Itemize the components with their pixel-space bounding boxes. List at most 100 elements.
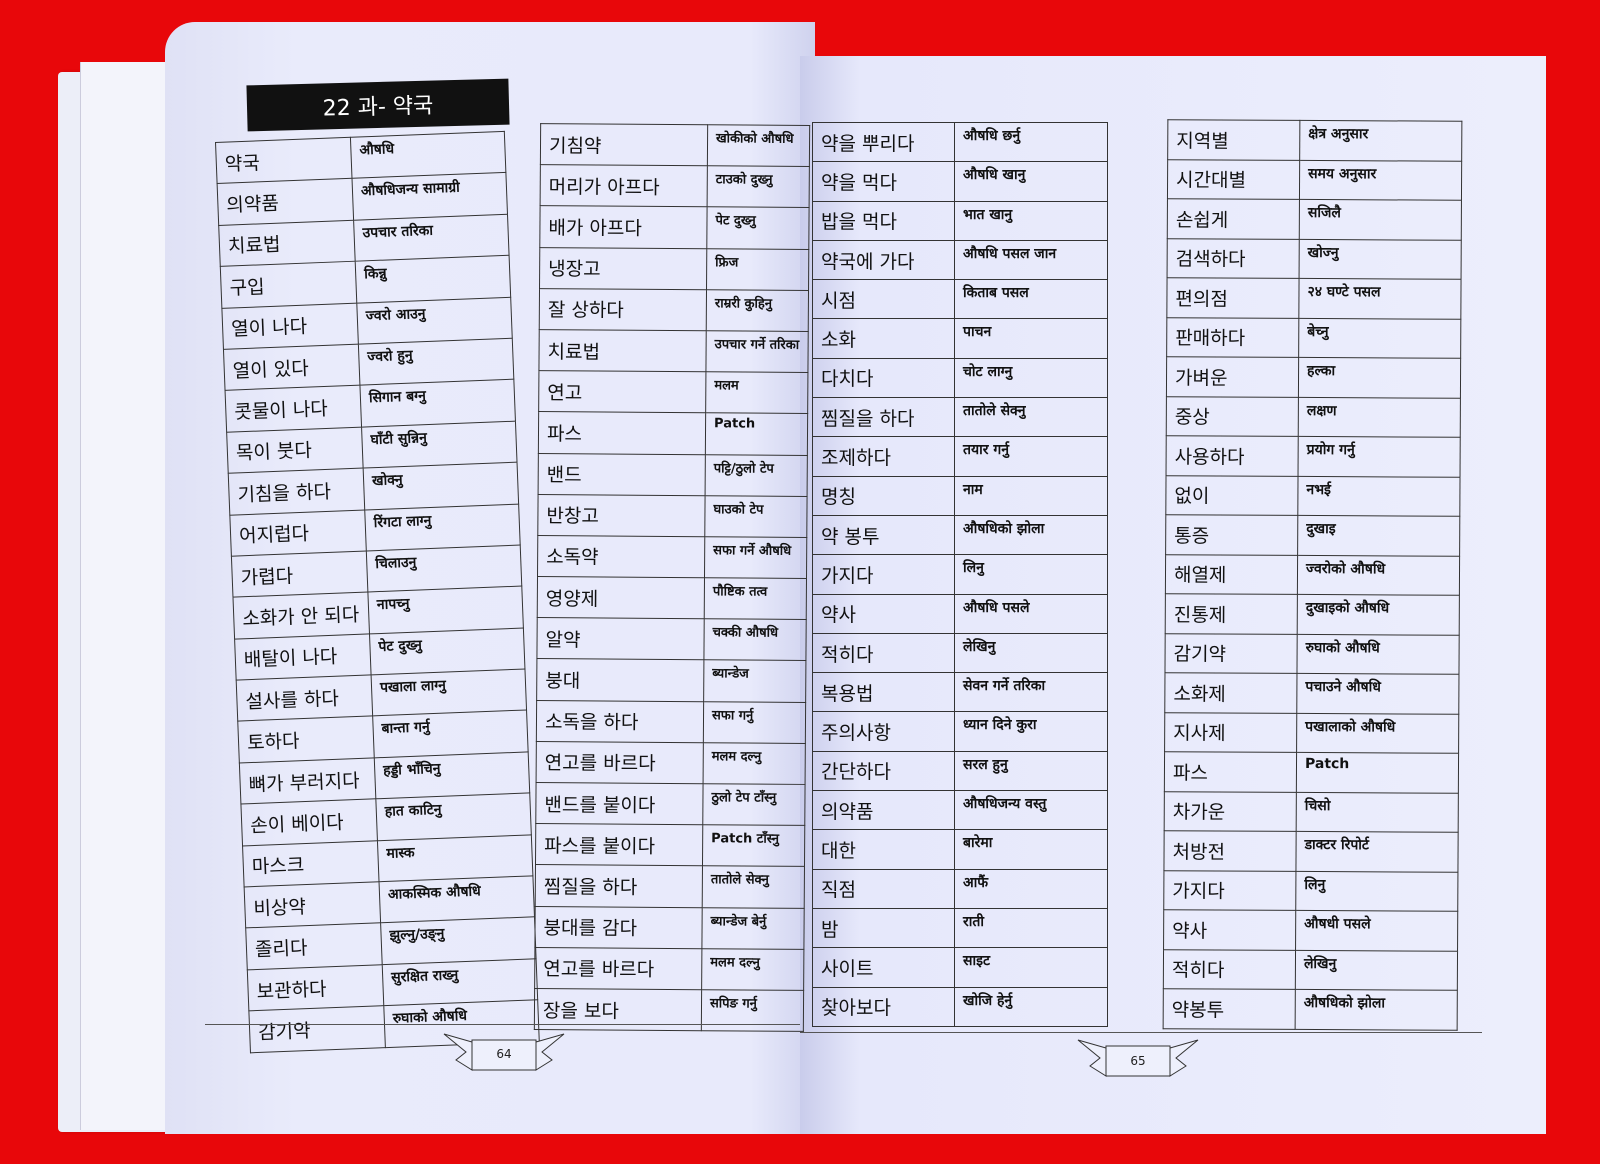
korean-word: 명칭 [812, 475, 955, 516]
nepali-meaning: लिनु [1295, 870, 1458, 912]
table-row: 약 봉투 औषधिको झोला [812, 514, 1108, 556]
nepali-meaning: बारेमा [954, 829, 1108, 870]
korean-word: 적히다 [1163, 949, 1296, 990]
korean-word: 연고를 바르다 [536, 741, 704, 784]
korean-word: 사용하다 [1166, 435, 1299, 476]
nepali-meaning: Patch टाँस्नु [702, 824, 805, 867]
nepali-meaning: सफा गर्ने औषधि [704, 536, 807, 579]
table-row: 찜질을 하다 तातोले सेक्नु [812, 397, 1108, 438]
table-row: 다치다 चोट लाग्नु [812, 357, 1108, 399]
korean-word: 파스 [538, 411, 706, 455]
nepali-meaning: सफा गर्नु [703, 701, 806, 744]
nepali-meaning: नाम [954, 475, 1108, 516]
korean-word: 손쉽게 [1167, 198, 1300, 239]
table-row: 연고를 바르다 मलम दल्नु [534, 947, 804, 991]
nepali-meaning: भात खानु [954, 200, 1108, 241]
korean-word: 간단하다 [812, 750, 955, 792]
nepali-meaning: डाक्टर रिपोर्ट [1295, 831, 1459, 872]
korean-word: 비상약 [244, 881, 381, 929]
table-row: 냉장고 फ्रिज [539, 247, 809, 291]
table-row: 직점 आफैं [812, 868, 1108, 909]
table-row: 붕대 ब्यान्डेज [536, 658, 806, 703]
korean-word: 시점 [812, 279, 955, 320]
nepali-meaning: समय अनुसार [1299, 159, 1462, 201]
table-row: 연고를 바르다 मलम दल्नु [536, 741, 806, 785]
table-row: 진통제 दुखाइको औषधि [1165, 593, 1460, 635]
nepali-meaning: झुल्नु/उङ्नु [380, 917, 537, 965]
table-row: 통증 दुखाइ [1165, 514, 1460, 556]
korean-word: 가지다 [812, 554, 955, 595]
table-row: 장을 보다 सपिङ गर्नु [534, 988, 804, 1032]
korean-word: 손이 베이다 [240, 799, 378, 846]
korean-word: 지사제 [1164, 712, 1297, 753]
nepali-meaning: रिंगटा लाग्नु [364, 503, 521, 551]
korean-word: 배가 아프다 [539, 205, 708, 249]
nepali-meaning: पाचन [954, 318, 1108, 359]
nepali-meaning: पेट दुख्नु [706, 207, 810, 250]
nepali-meaning: ज्वरो आउनु [356, 296, 513, 345]
korean-word: 기침을 하다 [228, 468, 365, 515]
korean-word: 약국 [215, 137, 353, 184]
nepali-meaning: क्षेत्र अनुसार [1299, 120, 1462, 161]
korean-word: 가렵다 [231, 550, 368, 598]
korean-word: 약국에 가다 [812, 239, 955, 281]
vocab-table-4: 지역별 क्षेत्र अनुसार 시간대별 समय अनुसार 손쉽게 सजिलै 검… [1163, 119, 1463, 1030]
table-row: 감기약 रुघाको औषधि [1164, 633, 1460, 675]
korean-word: 약을 먹다 [812, 161, 955, 202]
table-row: 간단하다 सरल हुनु [812, 750, 1108, 792]
table-row: 검색하다 खोज्नु [1167, 238, 1462, 280]
korean-word: 붕대를 감다 [534, 906, 703, 949]
korean-word: 소화 [812, 318, 955, 359]
korean-word: 조제하다 [812, 436, 955, 477]
nepali-meaning: सरल हुनु [954, 750, 1108, 792]
korean-word: 찜질을 하다 [812, 397, 955, 438]
nepali-meaning: ज्वरो हुनु [358, 338, 514, 386]
nepali-meaning: पट्टि/ठुलो टेप [705, 454, 808, 497]
nepali-meaning: सिगान बग्नु [359, 379, 516, 427]
nepali-meaning: चिलाउनु [366, 544, 522, 593]
nepali-meaning: Patch [705, 413, 808, 455]
nepali-meaning: पेट दुख्नु [369, 627, 525, 675]
nepali-meaning: लेखिनु [1295, 949, 1458, 991]
table-row: 중상 लक्षण [1166, 396, 1461, 438]
korean-word: 토하다 [237, 716, 375, 763]
table-row: 밴드를 붙이다 ठुलो टेप टाँस्नु [535, 782, 806, 826]
nepali-meaning: दुखाइ [1297, 515, 1460, 556]
nepali-meaning: रुघाको औषधि [1296, 633, 1460, 675]
table-row: 찾아보다 खोजि हेर्नु [812, 986, 1108, 1027]
table-row: 약봉투 औषधिको झोला [1163, 988, 1458, 1030]
nepali-meaning: औषधि छर्नु [954, 121, 1108, 163]
nepali-meaning: चिसो [1296, 791, 1459, 833]
nepali-meaning: किन्नु [355, 255, 511, 303]
nepali-meaning: तयार गर्नु [954, 436, 1108, 477]
table-row: 약을 먹다 औषधि खानु [812, 161, 1108, 202]
table-row: 지사제 पखालाको औषधि [1164, 712, 1459, 754]
korean-word: 연고 [538, 370, 706, 414]
table-row: 파스 Patch [1164, 751, 1459, 793]
table-row: 시점 किताब पसल [812, 279, 1108, 320]
nepali-meaning: टाउको दुख्नु [707, 165, 810, 208]
nepali-meaning: राम्ररी कुहिनु [706, 289, 809, 332]
korean-word: 머리가 아프다 [540, 164, 708, 208]
footer-rule-left [205, 1024, 800, 1025]
nepali-meaning: बान्ता गर्नु [372, 710, 529, 758]
page-ribbon-right-icon [1077, 1039, 1199, 1077]
nepali-meaning: ठुलो टेप टाँस्नु [702, 783, 806, 826]
korean-word: 가지다 [1163, 870, 1296, 911]
korean-word: 구입 [220, 261, 357, 308]
nepali-meaning: औषधि पसल जान [954, 239, 1108, 281]
footer-rule-right [800, 1032, 1482, 1033]
table-row: 시간대별 समय अनुसार [1167, 159, 1462, 201]
korean-word: 처방전 [1163, 830, 1297, 871]
korean-word: 약 봉투 [812, 514, 955, 556]
table-row: 대한 बारेमा [812, 829, 1108, 870]
table-row: 밥을 먹다 भात खानु [812, 200, 1108, 241]
nepali-meaning: प्रयोग गर्नु [1298, 436, 1461, 477]
korean-word: 감기약 [248, 1005, 386, 1053]
table-row: 조제하다 तयार गर्नु [812, 436, 1108, 477]
korean-word: 밴드 [538, 453, 706, 496]
table-row: 손쉽게 सजिलै [1167, 198, 1462, 240]
nepali-meaning: किताब पसल [954, 279, 1108, 320]
table-row: 사용하다 प्रयोग गर्नु [1166, 435, 1461, 477]
nepali-meaning: पचाउने औषधि [1296, 673, 1459, 714]
